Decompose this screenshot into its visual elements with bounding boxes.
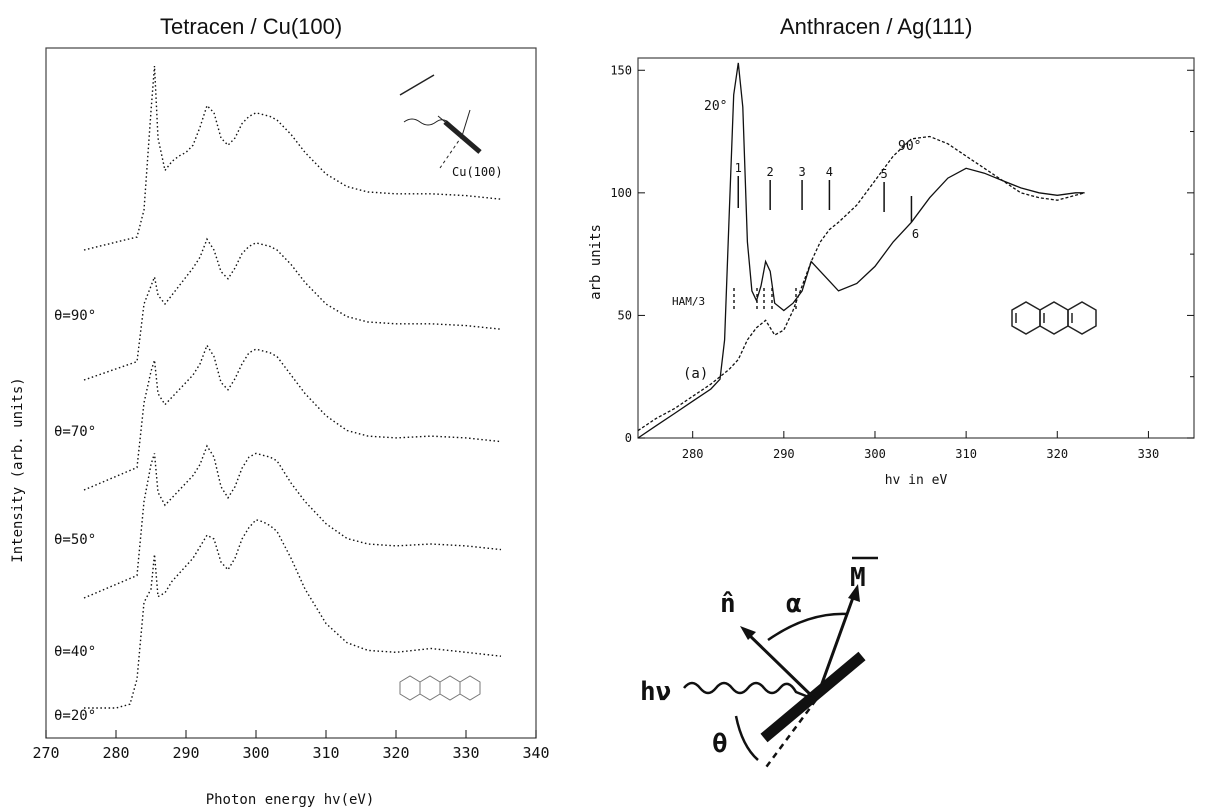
annotation-a: (a) — [683, 366, 708, 382]
n-hat-label: n̂ — [720, 589, 736, 619]
right-y-axis-label: arb units — [588, 224, 604, 300]
incident-photon-wave — [683, 681, 817, 702]
left-x-tick-label: 290 — [172, 744, 199, 762]
anthracene-molecule-icon — [1011, 301, 1097, 335]
peak-marker-label: 6 — [912, 227, 919, 241]
right-x-tick-label: 300 — [864, 447, 886, 461]
right-x-tick-label: 290 — [773, 447, 795, 461]
left-x-tick-label: 300 — [242, 744, 269, 762]
annotation-90deg: 90° — [898, 139, 921, 154]
left-x-tick-label: 270 — [32, 744, 59, 762]
left-chart-frame — [45, 47, 537, 739]
right-x-tick-label: 280 — [682, 447, 704, 461]
ham-stick-markers — [733, 288, 797, 312]
right-series-curve — [637, 135, 1085, 432]
right-chart-title: Anthracen / Ag(111) — [780, 14, 973, 39]
annotation-ham3: HAM/3 — [672, 295, 705, 308]
left-series-curve — [84, 519, 502, 709]
left-y-axis-label: Intensity (arb. units) — [10, 377, 26, 562]
alpha-label: α — [786, 589, 802, 619]
peak-marker-label: 2 — [767, 165, 774, 179]
moment-arrowhead — [848, 584, 860, 602]
right-y-tick-label: 50 — [618, 308, 632, 322]
left-geometry-inset-icon — [399, 74, 482, 169]
left-inset-label: Cu(100) — [452, 165, 503, 179]
left-x-tick-label: 340 — [522, 744, 549, 762]
left-series-label: θ=20° — [54, 708, 96, 724]
left-chart-title: Tetracen / Cu(100) — [160, 14, 343, 39]
peak-marker-label: 5 — [880, 167, 887, 181]
left-series-label: θ=50° — [54, 532, 96, 548]
left-x-tick-label: 310 — [312, 744, 339, 762]
m-vector-label: M — [850, 563, 866, 593]
annotation-20deg: 20° — [704, 99, 727, 114]
normal-arrowhead — [740, 626, 756, 640]
peak-marker-label: 3 — [798, 165, 805, 179]
left-series-label: θ=40° — [54, 644, 96, 660]
left-series-curve — [83, 237, 502, 381]
right-x-tick-label: 320 — [1046, 447, 1068, 461]
right-y-tick-label: 100 — [610, 186, 632, 200]
left-series-curve — [83, 65, 502, 251]
left-series-curve — [83, 444, 502, 599]
alpha-arc — [767, 612, 849, 642]
left-series-group: θ=90° θ=70° θ=50° θ=40° θ=20° — [54, 65, 502, 724]
hv-label: hν — [640, 677, 671, 707]
left-x-tick-label: 280 — [102, 744, 129, 762]
right-x-tick-label: 310 — [955, 447, 977, 461]
right-y-tick-label: 150 — [610, 63, 632, 77]
right-peak-markers: 1 2 3 4 5 6 — [735, 161, 919, 241]
theta-reference-line — [762, 699, 818, 771]
theta-arc — [734, 715, 759, 761]
right-y-tick-label: 0 — [625, 431, 632, 445]
right-series-group — [637, 62, 1085, 439]
measurement-geometry-diagram: n̂ α M hν θ — [640, 556, 878, 771]
left-x-tick-label: 330 — [452, 744, 479, 762]
peak-marker-label: 1 — [735, 161, 742, 175]
left-x-axis: 270 280 290 300 310 320 330 340 — [32, 730, 550, 762]
right-axes: 280 290 300 310 320 330 0 50 100 150 — [610, 63, 1194, 461]
peak-marker-label: 4 — [826, 165, 833, 179]
right-x-axis-label: hv in eV — [885, 473, 948, 488]
tetracene-molecule-icon — [399, 675, 481, 701]
theta-label: θ — [712, 729, 728, 759]
left-series-label: θ=70° — [54, 424, 96, 440]
transition-moment-arrow — [814, 591, 857, 701]
right-chart-frame — [637, 57, 1195, 439]
left-x-tick-label: 320 — [382, 744, 409, 762]
left-series-curve — [83, 343, 502, 491]
right-series-curve — [637, 62, 1085, 439]
surface-normal-arrow — [744, 630, 818, 702]
left-x-axis-label: Photon energy hv(eV) — [206, 792, 375, 808]
right-x-tick-label: 330 — [1138, 447, 1160, 461]
left-series-label: θ=90° — [54, 308, 96, 324]
